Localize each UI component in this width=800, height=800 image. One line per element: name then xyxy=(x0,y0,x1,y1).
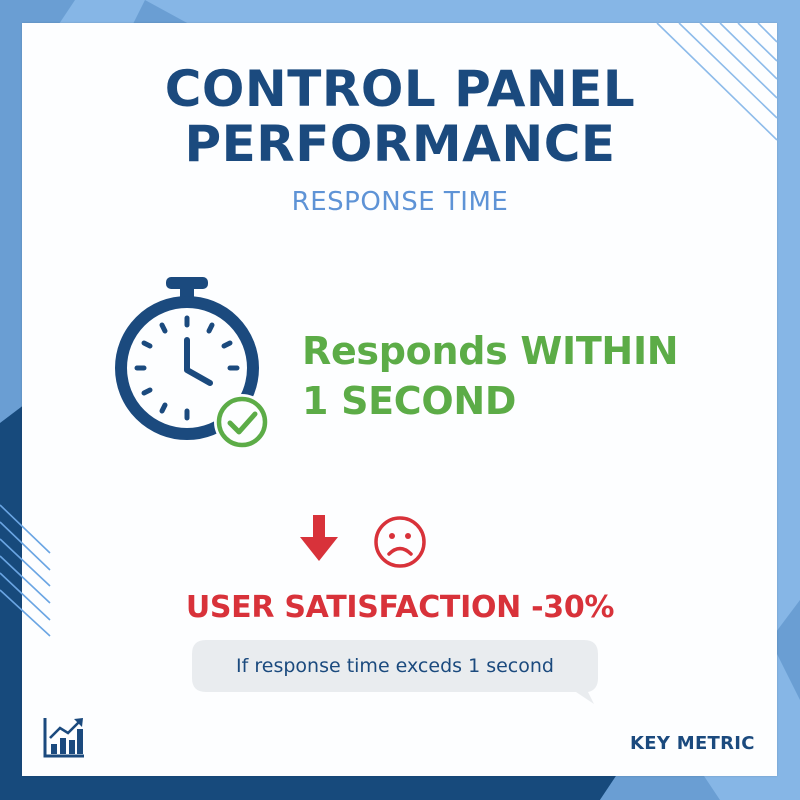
satisfaction-headline: USER SATISFACTION -30% xyxy=(185,590,615,625)
page-title: CONTROL PANEL PERFORMANCE xyxy=(0,62,800,172)
response-line-2: 1 SECOND xyxy=(302,379,517,423)
response-line-1: Responds WITHIN xyxy=(302,329,679,373)
key-metric-label: KEY METRIC xyxy=(630,733,755,754)
condition-text: If response time exceds 1 second xyxy=(236,655,554,677)
response-claim: Responds WITHIN 1 SECOND xyxy=(302,326,679,426)
speech-bubble xyxy=(192,640,598,704)
check-circle-icon xyxy=(214,394,270,450)
stopwatch-icon xyxy=(115,277,259,440)
title-line-2: PERFORMANCE xyxy=(184,115,616,173)
sad-face-icon xyxy=(374,516,426,568)
bar-chart-trend-icon xyxy=(43,718,84,758)
arrow-down-icon xyxy=(300,515,338,561)
subtitle: RESPONSE TIME xyxy=(291,187,509,217)
title-line-1: CONTROL PANEL xyxy=(164,60,636,118)
